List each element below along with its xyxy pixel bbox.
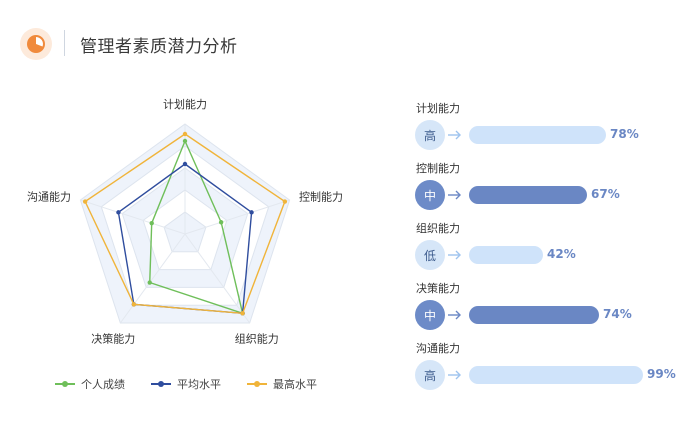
legend-item[interactable]: 平均水平 — [151, 376, 221, 392]
bar-fill — [469, 366, 643, 384]
radar-axis-label: 决策能力 — [91, 332, 135, 346]
arrow-right-icon — [448, 370, 462, 380]
arrow-right-icon — [448, 250, 462, 260]
legend-label: 最高水平 — [273, 378, 317, 391]
ability-bar-chart: 计划能力高 78% 控制能力中 67% 组织能力低 42% 决策能力中 74% 沟通能力高 99% — [415, 96, 695, 396]
legend-item[interactable]: 最高水平 — [247, 376, 317, 392]
radar-axis-label: 计划能力 — [163, 97, 207, 111]
bar-row: 计划能力高 78% — [415, 96, 695, 156]
bar-fill — [469, 306, 599, 324]
radar-axis-line — [119, 233, 186, 324]
bar-row: 决策能力中 74% — [415, 276, 695, 336]
legend-label: 个人成绩 — [81, 378, 125, 391]
level-badge: 中 — [415, 300, 445, 330]
radar-point — [282, 199, 288, 204]
bar-value-label: 67% — [591, 187, 620, 201]
radar-point — [182, 138, 188, 144]
level-badge: 高 — [415, 360, 445, 390]
bar-value-label: 74% — [603, 307, 632, 321]
radar-point — [116, 210, 121, 215]
bar-value-label: 99% — [647, 367, 676, 381]
radar-point — [131, 302, 137, 307]
level-badge: 高 — [415, 120, 445, 150]
radar-point — [182, 161, 188, 167]
legend-label: 平均水平 — [177, 378, 221, 391]
radar-axis-line — [80, 199, 186, 235]
radar-point — [149, 220, 154, 226]
radar-axis-line — [184, 199, 290, 235]
legend-swatch — [55, 379, 75, 389]
radar-series-1 — [149, 139, 244, 315]
page-title: 管理者素质潜力分析 — [80, 37, 238, 57]
radar-series-3 — [84, 133, 286, 315]
radar-point — [147, 280, 152, 285]
radar-point — [249, 210, 254, 215]
bar-fill — [469, 246, 543, 264]
radar-point — [218, 220, 224, 225]
legend-swatch — [247, 379, 267, 389]
bar-category-label: 组织能力 — [416, 222, 460, 235]
arrow-right-icon — [448, 310, 462, 320]
radar-legend: 个人成绩 平均水平 最高水平 — [55, 376, 343, 392]
legend-item[interactable]: 个人成绩 — [55, 376, 125, 392]
bar-category-label: 计划能力 — [416, 102, 460, 115]
header: 管理者素质潜力分析 — [0, 0, 700, 84]
radar-point — [182, 131, 188, 137]
level-badge: 中 — [415, 180, 445, 210]
pie-chart-icon — [20, 28, 52, 60]
bar-category-label: 控制能力 — [416, 162, 460, 175]
legend-swatch — [151, 379, 171, 389]
arrow-right-icon — [448, 130, 462, 140]
radar-axis-line — [184, 233, 251, 324]
radar-axis-label: 沟通能力 — [27, 189, 71, 203]
radar-axis-label: 组织能力 — [235, 332, 279, 346]
bar-row: 控制能力中 67% — [415, 156, 695, 216]
bar-value-label: 42% — [547, 247, 576, 261]
level-badge: 低 — [415, 240, 445, 270]
arrow-right-icon — [448, 190, 462, 200]
bar-row: 沟通能力高 99% — [415, 336, 695, 396]
bar-fill — [469, 186, 587, 204]
radar-point — [82, 199, 88, 204]
bar-category-label: 沟通能力 — [416, 342, 460, 355]
bar-row: 组织能力低 42% — [415, 216, 695, 276]
header-divider — [64, 30, 65, 56]
bar-fill — [469, 126, 606, 144]
bar-value-label: 78% — [610, 127, 639, 141]
bar-category-label: 决策能力 — [416, 282, 460, 295]
radar-axis-label: 控制能力 — [299, 189, 343, 203]
radar-point — [240, 311, 245, 316]
